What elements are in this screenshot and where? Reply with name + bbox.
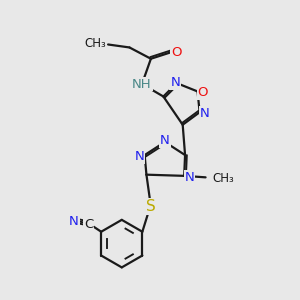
Text: N: N [170,76,180,89]
Text: CH₃: CH₃ [84,37,106,50]
Text: O: O [171,46,182,59]
Text: S: S [146,199,156,214]
Text: N: N [200,107,210,120]
Text: C: C [84,218,93,231]
Text: N: N [160,134,170,147]
Text: N: N [185,171,194,184]
Text: N: N [69,215,79,228]
Text: N: N [134,150,144,163]
Text: NH: NH [132,77,152,91]
Text: O: O [198,86,208,99]
Text: CH₃: CH₃ [212,172,234,185]
